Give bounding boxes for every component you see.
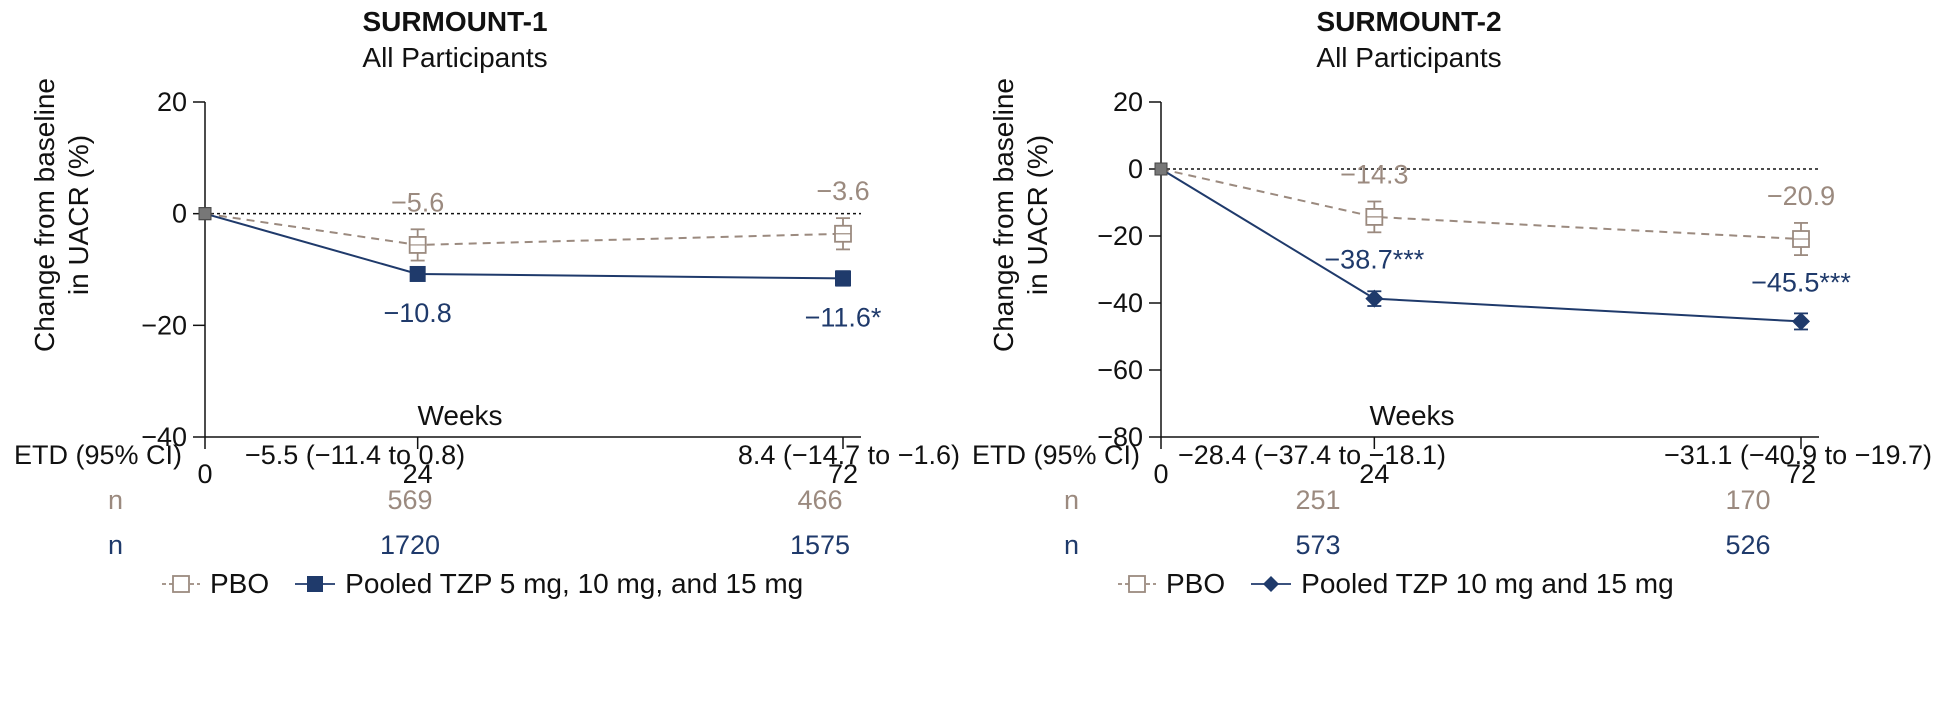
etd-week24: −5.5 (−11.4 to 0.8)	[244, 440, 466, 470]
y-tick-label: 20	[157, 87, 187, 117]
n-tzp-week72: 1575	[790, 530, 851, 560]
legend-pbo-label: PBO	[1166, 568, 1226, 599]
data-label: −3.6	[816, 176, 869, 206]
etd-label: ETD (95% CI)	[972, 440, 1141, 470]
chart-title: SURMOUNT-2	[1316, 6, 1502, 37]
etd-week72: 8.4 (−14.7 to −1.6)	[737, 440, 960, 470]
chart-subtitle: All Participants	[1316, 42, 1502, 73]
plot-area: 20 0 −20 −40 0 24 72 −5.6 −3.6 −10.8 −11.6*	[141, 87, 882, 489]
chart-panel-surmount-1: SURMOUNT-1 All Participants Change from …	[14, 6, 960, 600]
data-point	[198, 207, 212, 221]
y-tick-label: −80	[1097, 422, 1143, 452]
x-tick-label: 72	[1786, 459, 1816, 489]
x-tick-label: 24	[403, 459, 433, 489]
data-point	[409, 265, 426, 282]
chart-subtitle: All Participants	[362, 42, 548, 73]
x-axis-label: Weeks	[1369, 400, 1455, 431]
x-tick-label: 72	[828, 459, 858, 489]
legend-tzp-symbol	[1251, 576, 1292, 592]
series-line-tzp	[204, 212, 844, 280]
y-tick-label: −40	[141, 422, 187, 452]
legend-pbo-label: PBO	[210, 568, 270, 599]
data-label: −14.3	[1340, 159, 1408, 189]
x-tick-label: 0	[197, 459, 212, 489]
x-tick-label: 24	[1359, 459, 1389, 489]
plot-area: 20 0 −20 −40 −60 −80 0 24 72 −14.3 −20.9 −38.7*** −4…	[1097, 87, 1851, 489]
n-tzp-label: n	[108, 530, 124, 560]
n-pbo-label: n	[1064, 485, 1080, 515]
y-tick-label: 0	[172, 199, 187, 229]
n-tzp-week24: 573	[1295, 530, 1341, 560]
n-pbo-label: n	[108, 485, 124, 515]
y-tick-label: −40	[1097, 288, 1143, 318]
series-line-pbo	[1160, 168, 1802, 241]
chart-title: SURMOUNT-1	[362, 6, 548, 37]
n-pbo-week24: 251	[1295, 485, 1341, 515]
data-point	[1792, 312, 1810, 331]
legend-tzp-label: Pooled TZP 10 mg and 15 mg	[1301, 568, 1674, 599]
legend: PBO Pooled TZP 10 mg and 15 mg	[1116, 568, 1674, 600]
n-pbo-week72: 466	[797, 485, 843, 515]
legend: PBO Pooled TZP 5 mg, 10 mg, and 15 mg	[160, 568, 803, 600]
n-pbo-week72: 170	[1725, 485, 1771, 515]
legend-tzp-symbol	[295, 576, 336, 592]
data-point	[1365, 289, 1384, 308]
data-label: −20.9	[1767, 181, 1835, 211]
y-tick-label: −20	[1097, 221, 1143, 251]
data-label: −10.8	[384, 298, 452, 328]
n-tzp-week72: 526	[1725, 530, 1771, 560]
data-point	[835, 270, 851, 287]
etd-week72: −31.1 (−40.9 to −19.7)	[1664, 440, 1932, 470]
y-tick-label: −60	[1097, 355, 1143, 385]
data-label: −5.6	[391, 187, 444, 217]
data-label: −45.5***	[1751, 267, 1851, 297]
legend-pbo-symbol	[1118, 575, 1156, 593]
chart-panel-surmount-2: SURMOUNT-2 All Participants Change from …	[972, 0, 1944, 722]
data-label: −11.6*	[805, 302, 882, 332]
n-tzp-week24: 1720	[380, 530, 441, 560]
etd-label: ETD (95% CI)	[14, 440, 183, 470]
y-tick-label: 0	[1128, 154, 1143, 184]
etd-week24: −28.4 (−37.4 to −18.1)	[1178, 440, 1446, 470]
data-label: −38.7***	[1324, 245, 1424, 275]
x-axis-label: Weeks	[417, 400, 503, 431]
n-tzp-label: n	[1064, 530, 1080, 560]
legend-tzp-label: Pooled TZP 5 mg, 10 mg, and 15 mg	[345, 568, 804, 599]
y-tick-label: −20	[141, 310, 187, 340]
y-tick-label: 20	[1113, 87, 1143, 117]
series-line-tzp	[1160, 168, 1802, 323]
n-pbo-week24: 569	[387, 485, 433, 515]
data-point	[1154, 162, 1168, 176]
legend-pbo-symbol	[162, 575, 200, 593]
x-tick-label: 0	[1153, 459, 1168, 489]
